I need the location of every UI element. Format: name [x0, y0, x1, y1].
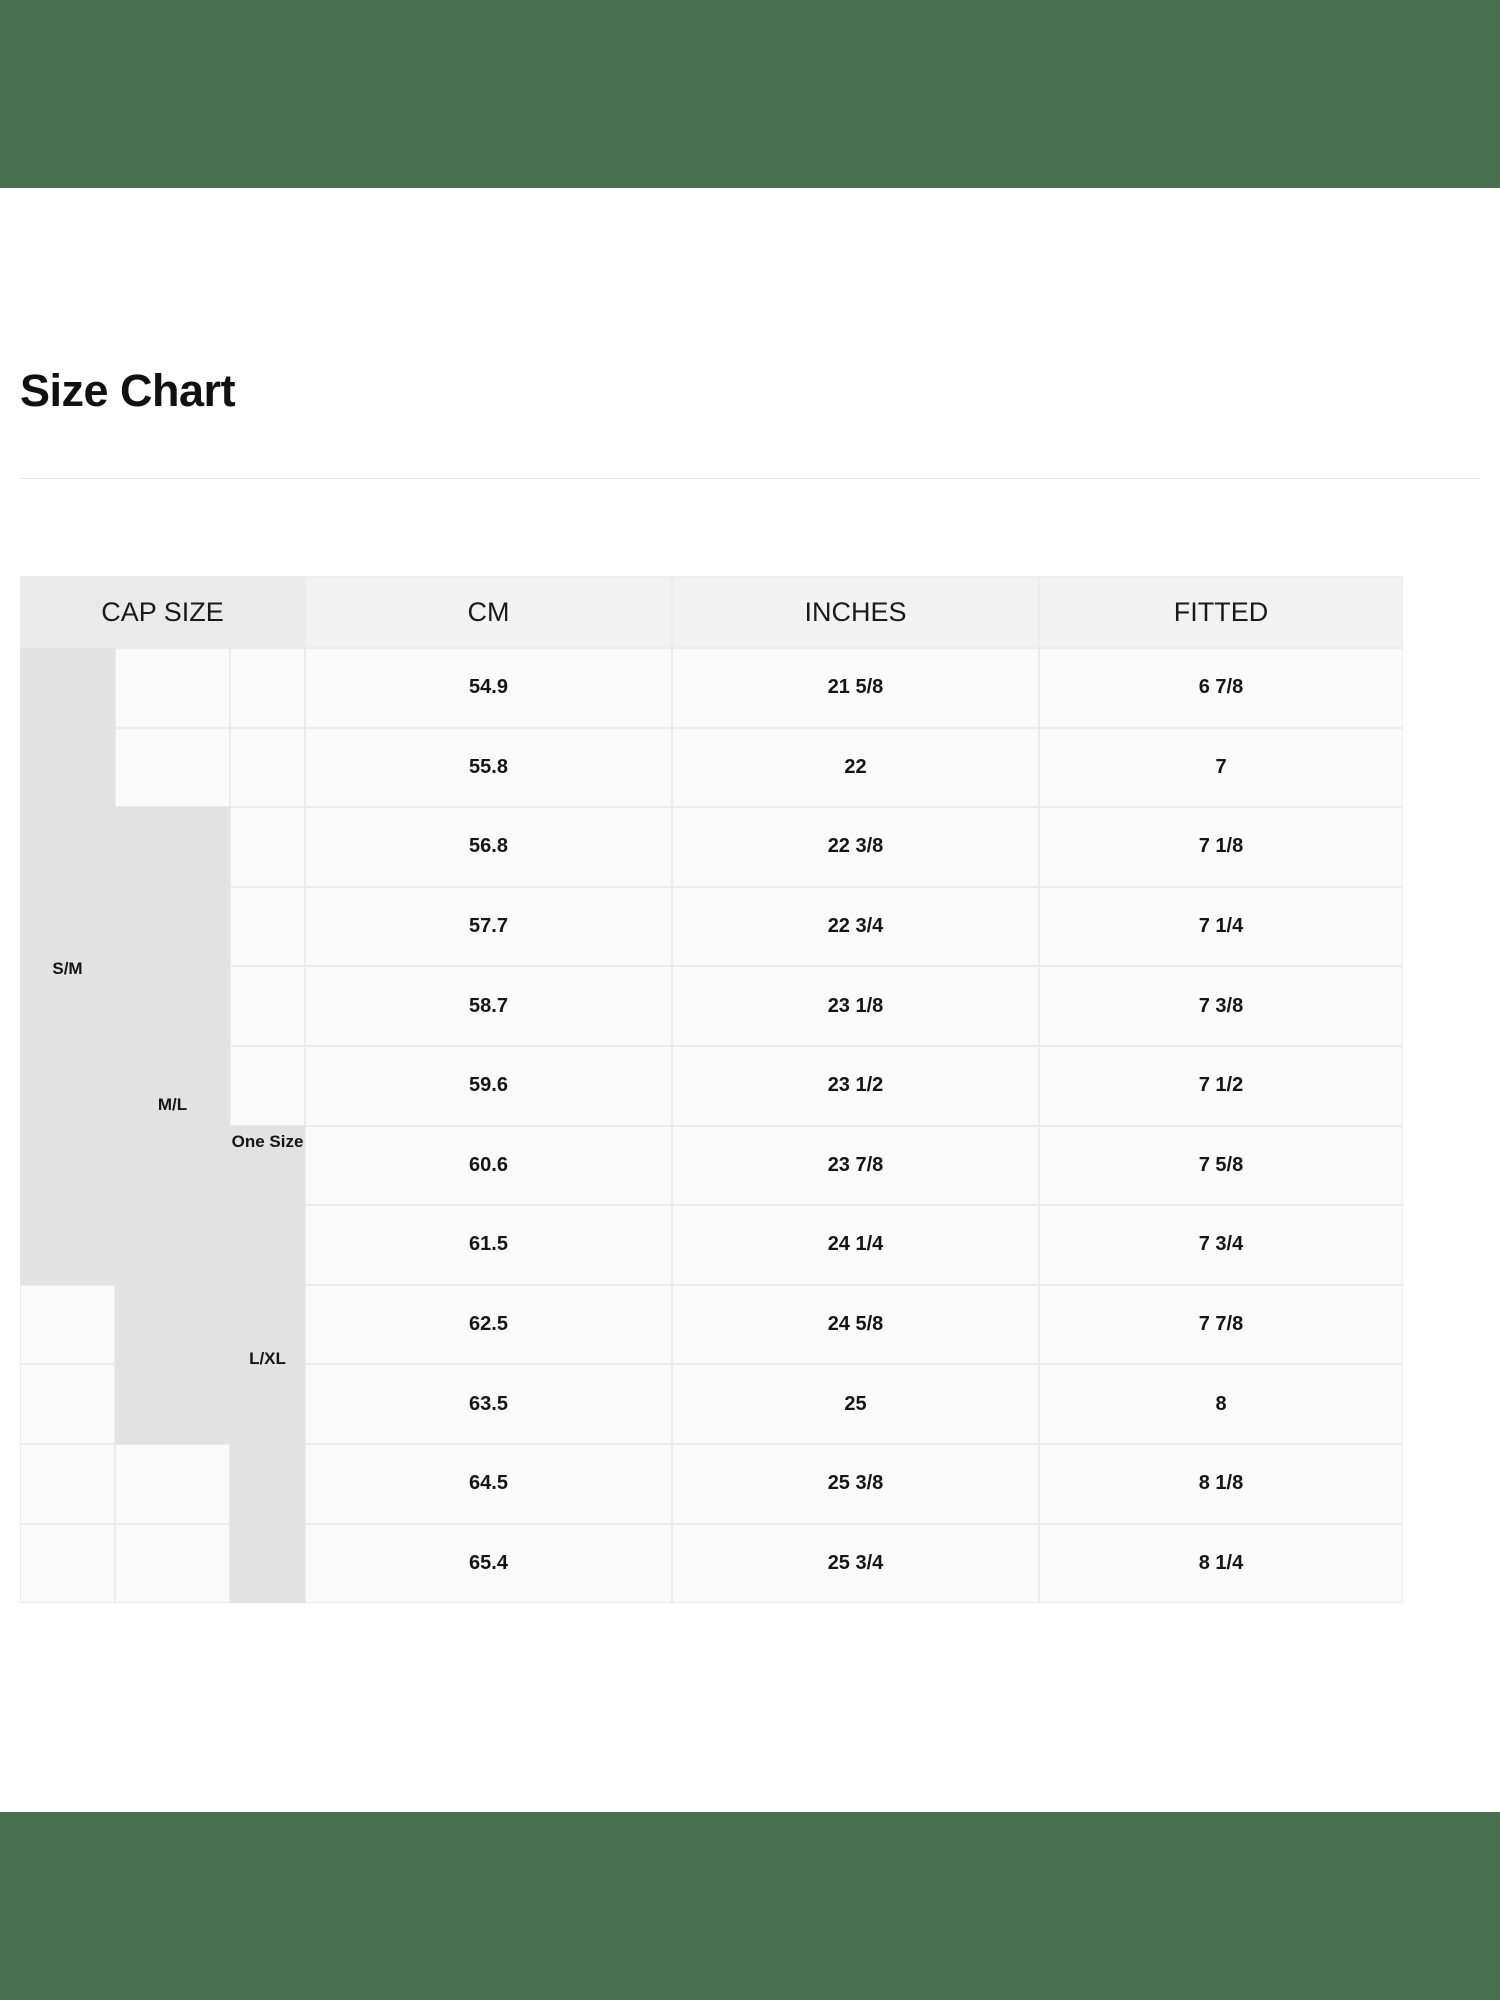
table-cell-cm: 65.4 — [305, 1523, 672, 1604]
cap-size-empty-cell — [230, 966, 305, 1046]
cap-size-empty-cell — [230, 1046, 305, 1126]
table-cell-fitted: 8 — [1039, 1364, 1403, 1444]
table-cell-cm: 56.8 — [305, 807, 672, 887]
cap-size-empty-cell — [20, 1444, 115, 1524]
cap-size-shade-cell — [230, 1125, 305, 1206]
cap-size-shade-cell — [230, 1523, 305, 1604]
cap-size-shade-cell — [20, 1125, 115, 1206]
cap-size-empty-cell — [230, 727, 305, 808]
table-cell-fitted: 7 7/8 — [1039, 1284, 1403, 1365]
cap-size-shade-cell — [115, 966, 230, 1046]
title-divider — [20, 478, 1480, 479]
cap-size-shade-cell — [115, 886, 230, 967]
size-chart-grid: CAP SIZE CM INCHES FITTED 54.9 21 5/8 6 7/8 55.… — [20, 576, 1485, 1604]
cap-size-shade-cell — [115, 807, 230, 887]
table-cell-inches: 22 3/8 — [672, 807, 1039, 887]
cap-size-shade-cell — [115, 1205, 230, 1285]
cap-size-shade-cell — [115, 1284, 230, 1365]
table-cell-fitted: 7 — [1039, 727, 1403, 808]
table-cell-fitted: 8 1/8 — [1039, 1444, 1403, 1524]
table-cell-fitted: 7 3/4 — [1039, 1205, 1403, 1285]
cap-size-shade-cell — [115, 1125, 230, 1206]
cap-size-shade-cell — [230, 1284, 305, 1365]
table-cell-inches: 24 5/8 — [672, 1284, 1039, 1365]
cap-size-shade-cell — [115, 1046, 230, 1126]
table-cell-inches: 24 1/4 — [672, 1205, 1039, 1285]
content-area: Size Chart MEN / 9FIFTY / SNAPBACK CAP S… — [0, 188, 1500, 1812]
column-header-cm: CM — [305, 576, 672, 648]
cap-size-empty-cell — [230, 648, 305, 728]
table-cell-fitted: 8 1/4 — [1039, 1523, 1403, 1604]
cap-size-shade-cell — [115, 1364, 230, 1444]
table-cell-inches: 22 — [672, 727, 1039, 808]
table-cell-cm: 60.6 — [305, 1125, 672, 1206]
cap-size-empty-cell — [115, 727, 230, 808]
size-chart-table: CAP SIZE CM INCHES FITTED 54.9 21 5/8 6 7/8 55.… — [20, 576, 1485, 1604]
table-cell-fitted: 7 1/4 — [1039, 886, 1403, 967]
table-cell-cm: 63.5 — [305, 1364, 672, 1444]
table-cell-cm: 62.5 — [305, 1284, 672, 1365]
cap-size-empty-cell — [20, 1284, 115, 1365]
table-cell-inches: 25 3/8 — [672, 1444, 1039, 1524]
table-cell-cm: 58.7 — [305, 966, 672, 1046]
cap-size-empty-cell — [230, 886, 305, 967]
table-cell-inches: 25 3/4 — [672, 1523, 1039, 1604]
cap-size-empty-cell — [115, 1523, 230, 1604]
cap-size-empty-cell — [115, 648, 230, 728]
table-cell-fitted: 7 3/8 — [1039, 966, 1403, 1046]
column-header-fitted: FITTED — [1039, 576, 1403, 648]
cap-size-shade-cell — [20, 966, 115, 1046]
table-cell-cm: 57.7 — [305, 886, 672, 967]
cap-size-shade-cell — [230, 1205, 305, 1285]
cap-size-empty-cell — [20, 1523, 115, 1604]
table-cell-cm: 55.8 — [305, 727, 672, 808]
table-cell-inches: 23 1/2 — [672, 1046, 1039, 1126]
table-cell-cm: 59.6 — [305, 1046, 672, 1126]
cap-size-shade-cell — [20, 727, 115, 808]
column-header-inches: INCHES — [672, 576, 1039, 648]
column-header-cap-size: CAP SIZE — [20, 576, 305, 648]
table-cell-inches: 25 — [672, 1364, 1039, 1444]
cap-size-shade-cell — [20, 1046, 115, 1126]
cap-size-shade-cell — [20, 1205, 115, 1285]
bottom-green-band — [0, 1812, 1500, 2000]
table-cell-inches: 23 7/8 — [672, 1125, 1039, 1206]
table-cell-fitted: 7 5/8 — [1039, 1125, 1403, 1206]
table-cell-fitted: 7 1/2 — [1039, 1046, 1403, 1126]
table-cell-cm: 61.5 — [305, 1205, 672, 1285]
table-cell-fitted: 6 7/8 — [1039, 648, 1403, 728]
top-green-band — [0, 0, 1500, 188]
cap-size-shade-cell — [20, 648, 115, 728]
table-cell-inches: 22 3/4 — [672, 886, 1039, 967]
cap-size-empty-cell — [230, 807, 305, 887]
cap-size-shade-cell — [230, 1444, 305, 1524]
table-cell-cm: 54.9 — [305, 648, 672, 728]
cap-size-shade-cell — [230, 1364, 305, 1444]
table-cell-inches: 21 5/8 — [672, 648, 1039, 728]
cap-size-shade-cell — [20, 807, 115, 887]
table-cell-cm: 64.5 — [305, 1444, 672, 1524]
cap-size-empty-cell — [115, 1444, 230, 1524]
page-title: Size Chart — [20, 365, 236, 416]
cap-size-empty-cell — [20, 1364, 115, 1444]
cap-size-shade-cell — [20, 886, 115, 967]
table-cell-inches: 23 1/8 — [672, 966, 1039, 1046]
table-cell-fitted: 7 1/8 — [1039, 807, 1403, 887]
